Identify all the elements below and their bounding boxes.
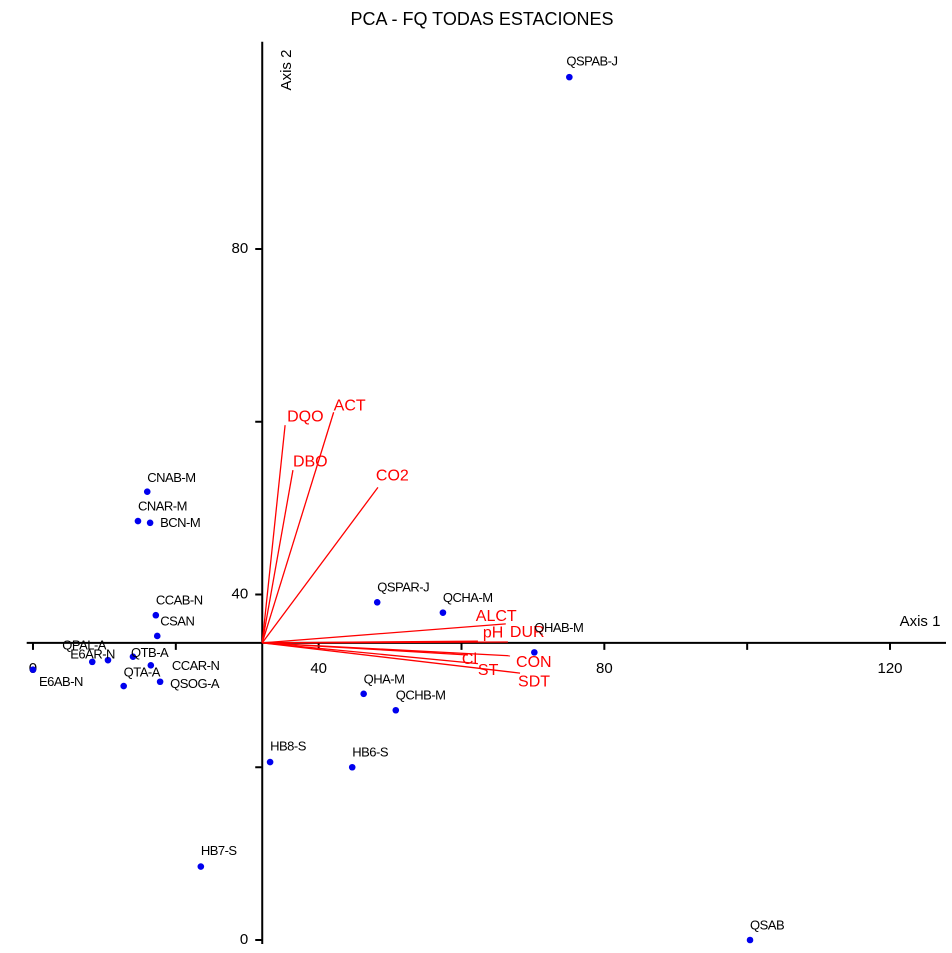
score-point [439, 609, 447, 616]
point-label: QCHA-M [443, 590, 493, 605]
vector-label: ALCT [476, 608, 517, 625]
point-label: CSAN [160, 613, 194, 628]
point-label: HB8-S [270, 739, 307, 754]
vector-label: pH [483, 624, 503, 641]
score-point [88, 658, 96, 666]
vector-label: Cl [462, 651, 477, 668]
loading-vector [262, 642, 511, 657]
x-tick-label: 120 [877, 660, 902, 677]
score-point [152, 611, 160, 619]
loading-vector [262, 642, 478, 665]
score-point [566, 73, 573, 81]
score-point [348, 763, 356, 771]
point-label: QTB-A [131, 645, 169, 660]
point-label: HB7-S [201, 843, 238, 858]
y-tick-label: 0 [240, 931, 248, 948]
x-axis-label: Axis 1 [900, 613, 941, 630]
score-point [373, 598, 381, 606]
x-tick-label: 80 [596, 660, 613, 677]
y-tick-label: 40 [232, 585, 249, 602]
vector-label: ST [478, 662, 499, 679]
point-label: CCAB-N [156, 593, 203, 608]
y-tick-label: 80 [232, 240, 249, 257]
score-point [143, 488, 151, 496]
score-point [746, 936, 754, 944]
score-point [392, 706, 400, 714]
chart-title: PCA - FQ TODAS ESTACIONES [350, 9, 613, 29]
score-point [360, 690, 367, 698]
point-label: QTA-A [124, 664, 161, 679]
score-point [197, 863, 205, 870]
point-label: BCN-M [160, 515, 200, 530]
score-point [104, 656, 112, 664]
point-label: QHAB-M [534, 620, 583, 635]
loading-vector [261, 425, 286, 643]
point-label: QSOG-A [170, 676, 220, 691]
score-point [156, 678, 164, 686]
point-label: E6AR-N [70, 646, 115, 661]
loading-vector [261, 470, 294, 643]
loading-vector [261, 487, 379, 644]
point-label: QSPAB-J [566, 54, 617, 69]
score-point [153, 632, 161, 640]
point-label: QSPAR-J [377, 580, 429, 595]
point-label: E6AB-N [39, 674, 83, 689]
point-label: HB6-S [352, 745, 389, 760]
point-label: QSAB [750, 917, 784, 932]
loading-vector [262, 641, 508, 644]
vector-label: DQO [287, 408, 323, 425]
score-point [129, 653, 137, 660]
vector-label: SDT [518, 673, 550, 690]
x-tick-label: 40 [310, 660, 327, 677]
loading-vector [262, 623, 506, 644]
point-label: QPAL-A [62, 638, 107, 653]
score-point [29, 666, 37, 673]
point-label: QCHB-M [396, 688, 446, 703]
point-label: CNAB-M [147, 470, 195, 485]
vector-label: DUR [510, 624, 545, 641]
point-label: CNAR-M [138, 499, 187, 514]
point-label: CCAR-N [172, 658, 220, 673]
score-point [120, 682, 127, 690]
vector-label: ACT [334, 397, 366, 414]
score-point [146, 519, 154, 527]
score-point [531, 649, 538, 656]
y-axis-label: Axis 2 [278, 50, 295, 91]
score-point [134, 517, 142, 525]
vector-label: CON [516, 654, 552, 671]
loading-vector [262, 642, 521, 674]
vector-label: CO2 [376, 468, 409, 485]
loading-vector [261, 412, 335, 644]
score-point [266, 758, 274, 766]
point-label: QHA-M [364, 671, 405, 686]
score-point [147, 662, 155, 669]
vector-label: DBO [293, 453, 328, 470]
